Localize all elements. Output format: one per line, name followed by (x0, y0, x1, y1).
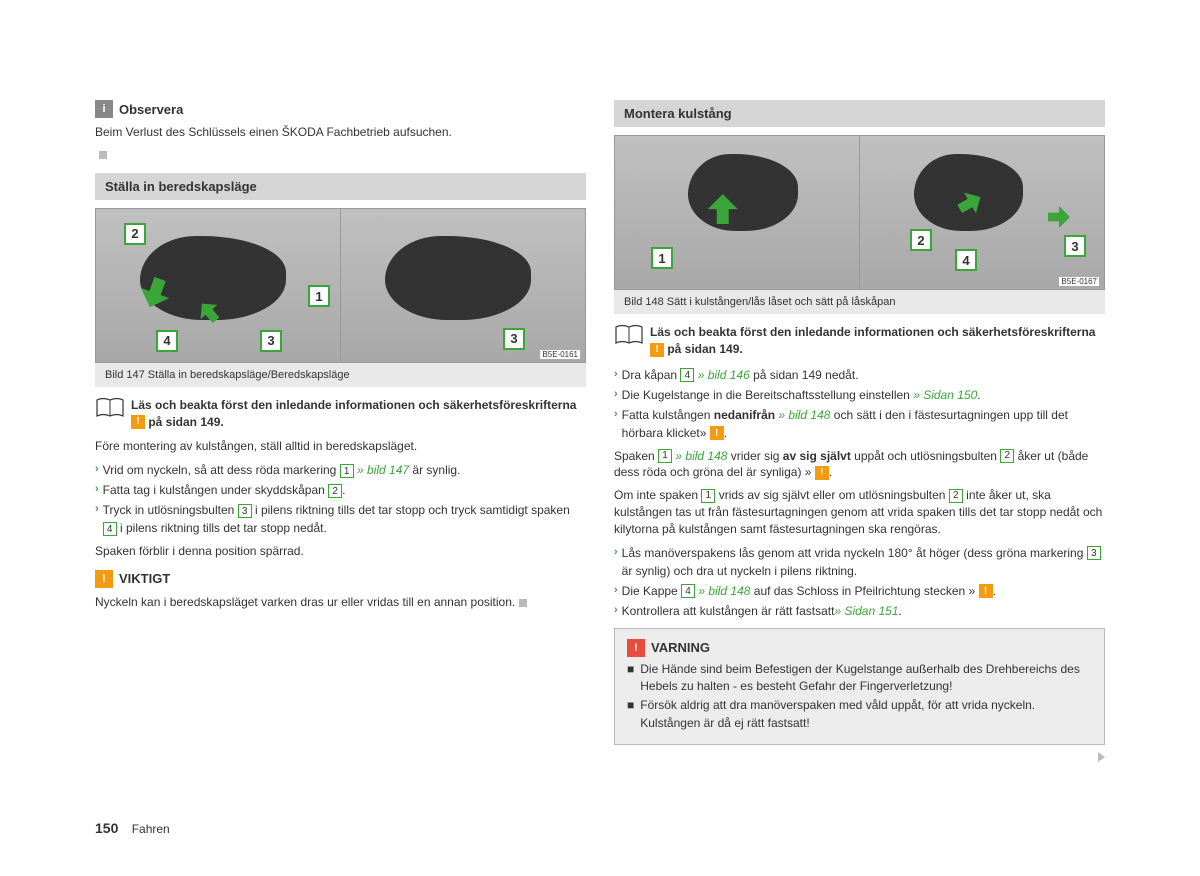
figure-148-caption: Bild 148 Sätt i kulstången/lås låset och… (614, 290, 1105, 314)
list-item: › Fatta kulstången nedanifrån » bild 148… (614, 406, 1105, 442)
read-first-left: Läs och beakta först den inledande infor… (95, 397, 586, 431)
right-column: Montera kulstång 1 2 3 4 B5E-0167 Bild 1… (614, 100, 1105, 763)
section-bar-beredskap: Ställa in beredskapsläge (95, 173, 586, 200)
chevron-icon: › (614, 582, 618, 600)
footer-section: Fahren (132, 822, 170, 836)
list-item: › Kontrollera att kulstången är rätt fas… (614, 602, 1105, 620)
warning-icon: ! (627, 639, 645, 657)
bullet-list-left: › Vrid om nyckeln, så att dess röda mark… (95, 461, 586, 537)
warning-item: ■Försök aldrig att dra manöverspaken med… (627, 697, 1092, 732)
book-icon (614, 324, 644, 346)
list-item: › Tryck in utlösningsbulten 3 i pilens r… (95, 501, 586, 537)
callout-1r: 1 (651, 247, 673, 269)
page-number: 150 (95, 820, 118, 836)
figure-147-caption: Bild 147 Ställa in beredskapsläge/Bereds… (95, 363, 586, 387)
info-icon: i (95, 100, 113, 118)
list-item: › Fatta tag i kulstången under skyddskåp… (95, 481, 586, 499)
viktigt-title: VIKTIGT (119, 571, 170, 586)
list-item: › Vrid om nyckeln, så att dess röda mark… (95, 461, 586, 479)
caution-icon: ! (95, 570, 113, 588)
figure-148-left: 1 (615, 136, 859, 289)
list-item: › Lås manöverspakens lås genom att vrida… (614, 544, 1105, 580)
callout-2: 2 (124, 223, 146, 245)
warning-item: ■Die Hände sind beim Befestigen der Kuge… (627, 661, 1092, 696)
section-end-marker (99, 151, 107, 159)
chevron-icon: › (614, 544, 618, 580)
bullet-list-right-1: › Dra kåpan 4 » bild 146 på sidan 149 ne… (614, 366, 1105, 442)
figure-id-147: B5E-0161 (539, 349, 581, 360)
intro-text: Före montering av kulstången, ställ allt… (95, 438, 586, 455)
warn-icon: ! (710, 426, 724, 440)
chevron-icon: › (95, 461, 99, 479)
page-footer: 150 Fahren (95, 820, 170, 836)
callout-3r: 3 (1064, 235, 1086, 257)
para1: Spaken 1 » bild 148 vrider sig av sig sj… (614, 448, 1105, 482)
continue-icon (1098, 752, 1105, 762)
read-first-right: Läs och beakta först den inledande infor… (614, 324, 1105, 358)
observera-heading: i Observera (95, 100, 586, 118)
list-item: › Dra kåpan 4 » bild 146 på sidan 149 ne… (614, 366, 1105, 384)
chevron-icon: › (614, 406, 618, 442)
section-end-marker (519, 599, 527, 607)
read-first-text-left: Läs och beakta först den inledande infor… (131, 397, 586, 431)
figure-148: 1 2 3 4 B5E-0167 (614, 135, 1105, 290)
warn-icon: ! (979, 584, 993, 598)
chevron-icon: › (614, 386, 618, 404)
callout-1: 1 (308, 285, 330, 307)
chevron-icon: › (95, 481, 99, 499)
warn-icon: ! (131, 415, 145, 429)
callout-3: 3 (260, 330, 282, 352)
list-item: › Die Kappe 4 » bild 148 auf das Schloss… (614, 582, 1105, 600)
bullet-list-right-2: › Lås manöverspakens lås genom att vrida… (614, 544, 1105, 620)
figure-147: 1 2 3 4 3 B5E-0161 (95, 208, 586, 363)
chevron-icon: › (614, 602, 618, 620)
callout-4r: 4 (955, 249, 977, 271)
chevron-icon: › (95, 501, 99, 537)
viktigt-text: Nyckeln kan i beredskapsläget varken dra… (95, 594, 586, 611)
varning-heading: ! VARNING (627, 639, 1092, 657)
figure-148-right: 2 3 4 B5E-0167 (859, 136, 1104, 289)
after-text: Spaken förblir i denna position spärrad. (95, 543, 586, 560)
observera-title: Observera (119, 102, 183, 117)
warn-icon: ! (815, 466, 829, 480)
list-item: › Die Kugelstange in die Bereitschaftsst… (614, 386, 1105, 404)
figure-147-left: 1 2 3 4 (96, 209, 340, 362)
read-first-text-right: Läs och beakta först den inledande infor… (650, 324, 1105, 358)
figure-147-right: 3 B5E-0161 (340, 209, 585, 362)
callout-4: 4 (156, 330, 178, 352)
callout-2r: 2 (910, 229, 932, 251)
warn-icon: ! (650, 343, 664, 357)
varning-box: ! VARNING ■Die Hände sind beim Befestige… (614, 628, 1105, 746)
left-column: i Observera Beim Verlust des Schlüssels … (95, 100, 586, 763)
observera-text: Beim Verlust des Schlüssels einen ŠKODA … (95, 124, 586, 141)
book-icon (95, 397, 125, 419)
varning-title: VARNING (651, 640, 710, 655)
section-bar-montera: Montera kulstång (614, 100, 1105, 127)
figure-id-148: B5E-0167 (1058, 276, 1100, 287)
viktigt-heading: ! VIKTIGT (95, 570, 586, 588)
callout-3b: 3 (503, 328, 525, 350)
para2: Om inte spaken 1 vrids av sig självt ell… (614, 487, 1105, 537)
chevron-icon: › (614, 366, 618, 384)
